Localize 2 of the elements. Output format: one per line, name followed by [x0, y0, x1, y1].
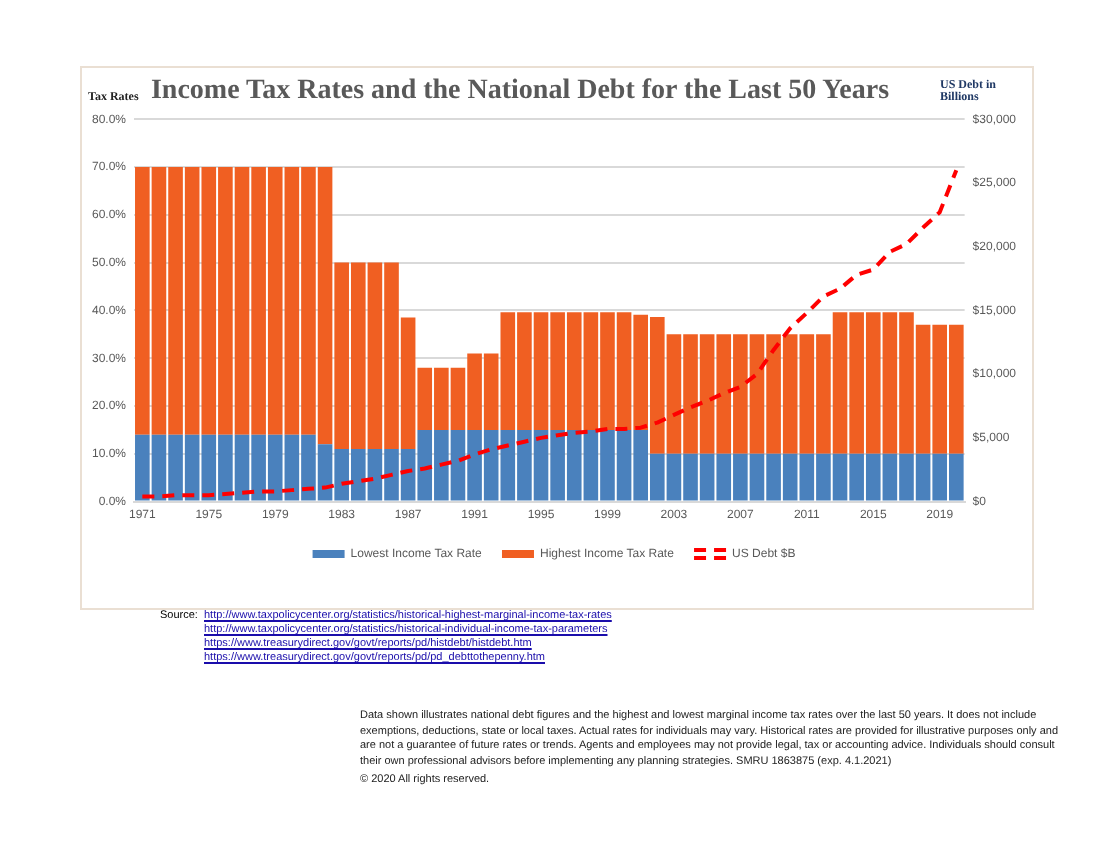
chart-title: Income Tax Rates and the National Debt for the Last 50 Years [150, 76, 890, 106]
line-series [140, 168, 959, 499]
